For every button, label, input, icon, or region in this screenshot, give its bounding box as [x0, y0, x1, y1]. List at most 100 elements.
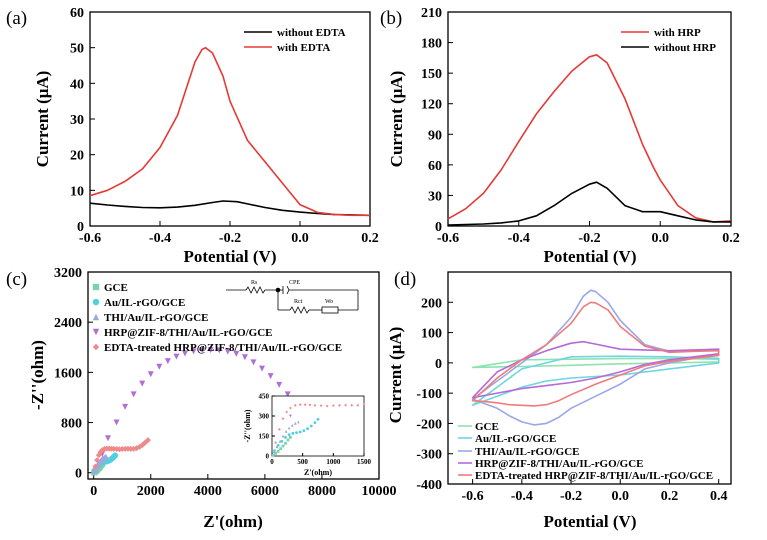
panel-b-xtick-label-0-2: 0.2 [722, 231, 740, 246]
legend-label-with-edta: with EDTA [277, 42, 330, 54]
panel-c-frame [87, 271, 380, 480]
inset-xtick-label-500: 500 [297, 458, 308, 466]
inset-point-thi-au-il-rgo-gce [287, 426, 291, 430]
inset-point-au-il-rgo-gce [309, 424, 313, 428]
inset-point-au-il-rgo-gce [284, 435, 287, 439]
inset-xtick-label-1000: 1000 [326, 458, 341, 466]
panel-b-ytick-label-180: 180 [421, 37, 442, 52]
inset-point-edta-treated-hrp-zif-8-thi-au-il-rgo-gce [277, 427, 281, 431]
panel-a-ytick-label-30: 30 [70, 113, 84, 128]
panel-d-xtick-label-0-6: -0.6 [462, 489, 484, 504]
inset-point-gce [286, 438, 290, 442]
panel-c-xtick-label-6000: 6000 [251, 484, 279, 499]
series-line-with-hrp [447, 54, 732, 223]
circuit-label-rs: Rs [251, 280, 258, 286]
legend-label-au-il-rgo: Au/IL-rGO/GCE [475, 433, 556, 445]
legend-label-with-hrp: with HRP [654, 27, 701, 39]
legend-label-thi: THI/Au/IL-rGO/GCE [104, 312, 209, 324]
series-line-au-il-rgo-gce [471, 355, 720, 407]
inset-point-au-il-rgo-gce [295, 431, 298, 435]
panel-label-a: (a) [6, 8, 27, 29]
panel-b-xtick-label-0-0: 0.0 [652, 231, 670, 246]
inset-point-thi-au-il-rgo-gce [296, 420, 300, 424]
data-point-hrp-zif-8-thi-au-il-rgo-gce [207, 347, 214, 354]
panel-d-ytick-label-100: 100 [421, 327, 442, 342]
data-point-hrp-zif-8-thi-au-il-rgo-gce [164, 358, 171, 365]
data-point-hrp-zif-8-thi-au-il-rgo-gce [259, 365, 266, 372]
inset-point-thi-au-il-rgo-gce [281, 434, 285, 438]
inset-point-gce [274, 451, 278, 455]
inset-xlabel: Z'(ohm) [304, 468, 332, 477]
panel-a-xtick-label-0-4: -0.4 [149, 231, 171, 246]
inset-point-thi-au-il-rgo-gce [278, 439, 282, 443]
inset-point-gce [276, 449, 280, 453]
inset-point-hrp-zif-8-thi-au-il-rgo-gce [289, 414, 292, 418]
legend-marker-gce [92, 283, 100, 291]
panel-c-xtick-label-0: 0 [90, 484, 97, 499]
circuit-cpe-plate [286, 285, 290, 295]
data-point-hrp-zif-8-thi-au-il-rgo-gce [122, 403, 129, 410]
legend-label-hrp-zif: HRP@ZIF-8/THI/Au/IL-rGO/GCE [475, 458, 644, 470]
circuit-warburg-wo [321, 306, 339, 314]
panel-c-xlabel: Z'(ohm) [203, 512, 263, 531]
panel-b: -0.6 -0.4 -0.2 0.0 0.2 0 30 60 90 120 150 180 210 Po… [387, 6, 740, 266]
data-point-hrp-zif-8-thi-au-il-rgo-gce [267, 373, 274, 380]
panel-d-xlabel: Potential (V) [543, 512, 636, 531]
data-point-edta-treated-hrp-zif-8-thi-au-il-rgo-gce [94, 457, 101, 464]
data-point-hrp-zif-8-thi-au-il-rgo-gce [241, 354, 248, 361]
panel-b-ytick-label-90: 90 [428, 128, 442, 143]
data-point-hrp-zif-8-thi-au-il-rgo-gce [130, 391, 137, 398]
inset-point-edta-treated-hrp-zif-8-thi-au-il-rgo-gce [356, 403, 360, 407]
panel-a-legend: without EDTA with EDTA [244, 27, 346, 54]
inset-point-thi-au-il-rgo-gce [275, 445, 279, 449]
panel-a: -0.6 -0.4 -0.2 0.0 0.2 0 10 20 30 40 50 60 Potentia… [33, 6, 379, 266]
circuit-label-rct: Rct [294, 299, 303, 305]
series-line-without-edta [89, 200, 371, 217]
series-line-with-edta [89, 46, 370, 217]
legend-label-edta-treated: EDTA-treated HRP@ZIF-8/THI/Au/IL-rGO/GCE [104, 342, 342, 354]
inset-ylabel: -Z''(ohm) [243, 409, 252, 442]
panel-a-ytick-label-60: 60 [70, 6, 84, 21]
inset-point-au-il-rgo-gce [298, 430, 302, 434]
data-point-thi-au-il-rgo-gce [102, 453, 109, 460]
inset-point-gce [279, 447, 282, 451]
legend-label-gce: GCE [104, 282, 128, 294]
data-point-hrp-zif-8-thi-au-il-rgo-gce [284, 391, 291, 398]
data-point-hrp-zif-8-thi-au-il-rgo-gce [173, 353, 180, 360]
panel-c-legend: GCE Au/IL-rGO/GCE THI/Au/IL-rGO/GCE HRP@… [92, 282, 342, 354]
inset-point-thi-au-il-rgo-gce [293, 421, 297, 425]
panel-b-legend: with HRP without HRP [621, 27, 716, 54]
panel-b-ytick-label-120: 120 [421, 98, 442, 113]
inset-point-edta-treated-hrp-zif-8-thi-au-il-rgo-gce [274, 441, 278, 445]
data-point-edta-treated-hrp-zif-8-thi-au-il-rgo-gce [92, 463, 99, 470]
panel-a-ytick-label-20: 20 [70, 149, 84, 164]
data-point-hrp-zif-8-thi-au-il-rgo-gce [113, 419, 120, 426]
panel-d-xtick-label-0-2: -0.2 [560, 489, 582, 504]
data-point-hrp-zif-8-thi-au-il-rgo-gce [224, 348, 231, 355]
data-point-hrp-zif-8-thi-au-il-rgo-gce [276, 381, 283, 388]
inset-point-au-il-rgo-gce [302, 429, 306, 433]
data-point-hrp-zif-8-thi-au-il-rgo-gce [139, 380, 146, 387]
data-point-hrp-zif-8-thi-au-il-rgo-gce [104, 435, 111, 442]
panel-a-xtick-label-0-0: 0.0 [291, 231, 309, 246]
panel-b-xtick-label-0-6: -0.6 [437, 231, 459, 246]
inset-point-gce [289, 435, 292, 439]
panel-label-c: (c) [6, 269, 27, 290]
panel-b-xtick-label-0-4: -0.4 [508, 231, 530, 246]
panel-label-d: (d) [394, 269, 416, 290]
panel-b-ytick-label-0: 0 [435, 220, 442, 235]
panel-d-ytick-label-100: -100 [416, 387, 442, 402]
inset-point-edta-treated-hrp-zif-8-thi-au-il-rgo-gce [338, 403, 341, 407]
panel-a-ylabel: Current (μA) [33, 71, 52, 168]
data-point-hrp-zif-8-thi-au-il-rgo-gce [250, 359, 257, 366]
panel-a-xtick-label-0-2: 0.2 [361, 231, 379, 246]
panel-c-ylabel: -Z''(ohm) [28, 340, 47, 410]
inset-point-edta-treated-hrp-zif-8-thi-au-il-rgo-gce [362, 402, 366, 406]
inset-point-edta-treated-hrp-zif-8-thi-au-il-rgo-gce [303, 403, 307, 407]
panel-c-xtick-label-4000: 4000 [194, 484, 222, 499]
panel-d-ytick-label-400: -400 [416, 478, 442, 493]
inset-point-edta-treated-hrp-zif-8-thi-au-il-rgo-gce [293, 403, 297, 407]
panel-d-xtick-label-0-4: -0.4 [511, 489, 533, 504]
panel-d-legend: GCE Au/IL-rGO/GCE THI/Au/IL-rGO/GCE HRP@… [458, 421, 713, 482]
